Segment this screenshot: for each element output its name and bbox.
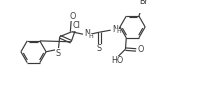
Text: O: O — [70, 12, 76, 21]
Text: S: S — [55, 49, 60, 58]
Text: Br: Br — [139, 0, 148, 6]
Text: HO: HO — [111, 56, 123, 65]
Text: N: N — [112, 25, 118, 34]
Text: O: O — [137, 45, 144, 54]
Text: S: S — [97, 44, 102, 53]
Text: N: N — [84, 29, 90, 38]
Text: H: H — [89, 34, 93, 39]
Text: Cl: Cl — [72, 21, 80, 30]
Text: H: H — [116, 29, 121, 34]
